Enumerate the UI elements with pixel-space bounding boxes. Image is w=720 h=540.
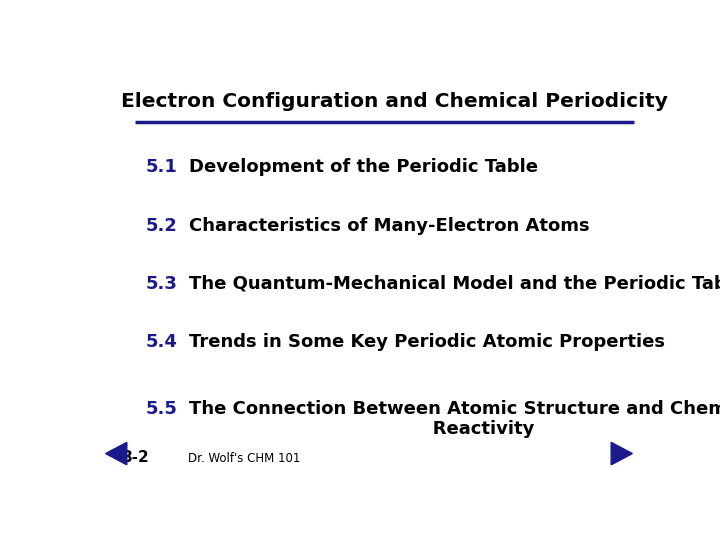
Text: The Connection Between Atomic Structure and Chemical
                           : The Connection Between Atomic Structure … bbox=[189, 400, 720, 438]
Text: The Quantum-Mechanical Model and the Periodic Table: The Quantum-Mechanical Model and the Per… bbox=[189, 275, 720, 293]
Text: 5.5: 5.5 bbox=[145, 400, 178, 417]
Polygon shape bbox=[611, 442, 632, 465]
Text: Characteristics of Many-Electron Atoms: Characteristics of Many-Electron Atoms bbox=[189, 217, 590, 234]
Polygon shape bbox=[106, 442, 127, 465]
Text: 5.1: 5.1 bbox=[145, 158, 178, 177]
Text: Electron Configuration and Chemical Periodicity: Electron Configuration and Chemical Peri… bbox=[121, 92, 667, 111]
Text: 5.4: 5.4 bbox=[145, 333, 178, 351]
Text: 8-2: 8-2 bbox=[121, 450, 148, 465]
Text: Development of the Periodic Table: Development of the Periodic Table bbox=[189, 158, 539, 177]
Text: Trends in Some Key Periodic Atomic Properties: Trends in Some Key Periodic Atomic Prope… bbox=[189, 333, 665, 351]
Text: Dr. Wolf's CHM 101: Dr. Wolf's CHM 101 bbox=[188, 452, 300, 465]
Text: 5.2: 5.2 bbox=[145, 217, 178, 234]
Text: 5.3: 5.3 bbox=[145, 275, 178, 293]
